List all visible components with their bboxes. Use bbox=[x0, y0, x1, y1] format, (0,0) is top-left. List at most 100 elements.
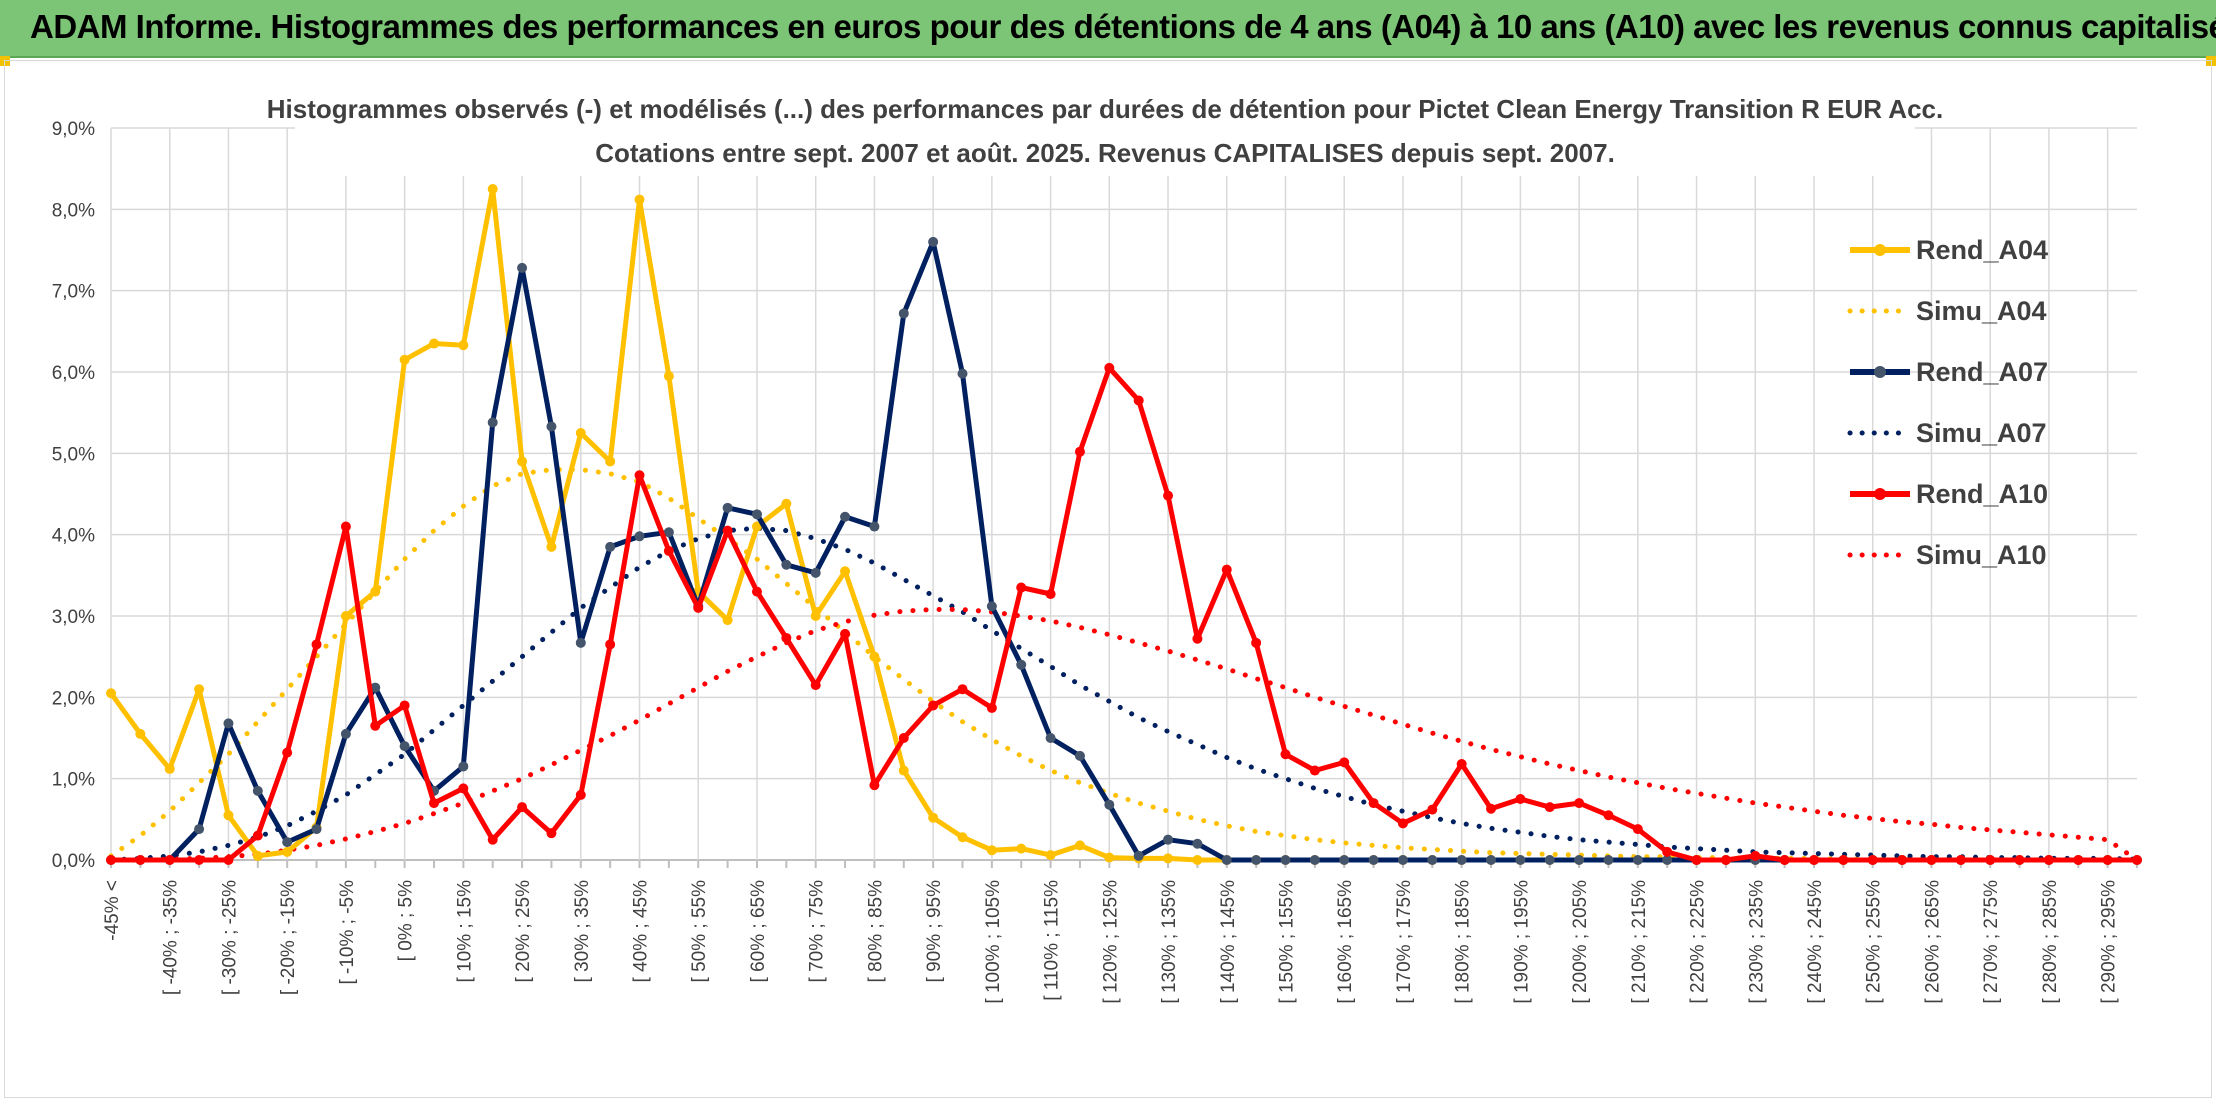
series-Rend_A10 bbox=[106, 362, 2142, 865]
data-point bbox=[1163, 853, 1174, 864]
data-point bbox=[898, 733, 909, 743]
data-point bbox=[1339, 855, 1350, 865]
legend-marker bbox=[1874, 244, 1886, 256]
data-point bbox=[1104, 362, 1115, 373]
data-point bbox=[1016, 582, 1027, 593]
x-tick-label: [ 40% ; 45% bbox=[631, 880, 652, 983]
data-point bbox=[722, 525, 733, 536]
data-point bbox=[1368, 855, 1379, 865]
data-point bbox=[957, 368, 968, 379]
data-point bbox=[751, 509, 762, 520]
data-point bbox=[487, 184, 498, 194]
data-point bbox=[1368, 798, 1379, 809]
data-point bbox=[252, 850, 263, 861]
data-point bbox=[1574, 855, 1585, 865]
report-banner: ADAM Informe. Histogrammes des performan… bbox=[0, 0, 2216, 58]
data-point bbox=[106, 855, 116, 865]
series-Simu_A07 bbox=[108, 525, 2140, 863]
data-point bbox=[135, 728, 146, 739]
data-point bbox=[1603, 810, 1614, 821]
y-tick-label: 1,0% bbox=[52, 770, 95, 791]
data-point bbox=[1955, 855, 1966, 865]
data-point bbox=[810, 680, 821, 691]
y-tick-label: 2,0% bbox=[52, 688, 95, 709]
x-tick-label: [ 290% ; 295% bbox=[2099, 880, 2120, 1004]
data-point bbox=[1104, 852, 1115, 863]
data-point bbox=[194, 684, 205, 695]
data-point bbox=[399, 741, 410, 752]
legend-label: Simu_A07 bbox=[1916, 418, 2047, 448]
x-tick-label: [ 30% ; 35% bbox=[572, 880, 593, 983]
x-tick-label: [ -20% ; -15% bbox=[278, 880, 299, 995]
data-point bbox=[575, 789, 586, 800]
legend-label: Rend_A04 bbox=[1916, 235, 2048, 265]
data-point bbox=[1309, 855, 1320, 865]
data-point bbox=[340, 611, 351, 621]
data-point bbox=[663, 527, 674, 538]
data-point bbox=[957, 832, 968, 843]
data-point bbox=[751, 586, 762, 597]
data-point bbox=[1045, 850, 1056, 861]
data-point bbox=[1779, 855, 1790, 865]
data-point bbox=[546, 421, 557, 432]
data-point bbox=[1427, 804, 1438, 815]
data-point bbox=[575, 637, 586, 648]
x-tick-label: [ -40% ; -35% bbox=[161, 880, 182, 995]
legend-marker bbox=[1874, 366, 1886, 378]
data-point bbox=[252, 785, 263, 796]
x-tick-label: [ 210% ; 215% bbox=[1629, 880, 1650, 1004]
data-point bbox=[1632, 855, 1643, 865]
series-Rend_A07 bbox=[106, 236, 2142, 865]
data-point bbox=[1691, 855, 1702, 865]
data-point bbox=[693, 602, 704, 613]
data-point bbox=[370, 586, 381, 597]
data-point bbox=[1221, 855, 1232, 865]
series-Rend_A04 bbox=[106, 184, 2142, 865]
data-point bbox=[1074, 840, 1085, 851]
data-point bbox=[810, 611, 821, 621]
x-tick-label: [ 250% ; 255% bbox=[1864, 880, 1885, 1004]
data-point bbox=[751, 521, 762, 532]
data-point bbox=[2014, 855, 2025, 865]
data-point bbox=[722, 502, 733, 513]
x-tick-label: [ 140% ; 145% bbox=[1218, 880, 1239, 1004]
data-point bbox=[869, 780, 880, 791]
data-point bbox=[546, 828, 557, 839]
data-point bbox=[634, 470, 645, 481]
data-point bbox=[458, 761, 469, 772]
data-point bbox=[986, 601, 997, 612]
series-line bbox=[108, 525, 2140, 863]
x-tick-label: [ 20% ; 25% bbox=[513, 880, 534, 983]
data-point bbox=[311, 824, 322, 835]
x-tick-label: [ 10% ; 15% bbox=[454, 880, 475, 983]
data-point bbox=[1339, 757, 1350, 768]
data-point bbox=[2102, 855, 2113, 865]
data-point bbox=[1985, 855, 1996, 865]
legend-item-Rend_A10: Rend_A10 bbox=[1850, 479, 2048, 509]
data-point bbox=[1163, 490, 1174, 501]
chart-legend: Rend_A04 Simu_A04 Rend_A07 Simu_A07 Rend_A10… bbox=[1847, 235, 2048, 570]
data-point bbox=[1603, 855, 1614, 865]
data-point bbox=[1192, 855, 1203, 865]
axis-layer: 0,0% 1,0% 2,0% 3,0% 4,0% 5,0% 6,0% 7,0% 8,0% 9,0%… bbox=[52, 119, 2138, 1004]
data-point bbox=[634, 194, 645, 205]
x-tick-label: [ 150% ; 155% bbox=[1276, 880, 1297, 1004]
y-tick-label: 6,0% bbox=[52, 363, 95, 384]
title-background bbox=[295, 84, 1915, 176]
data-point bbox=[399, 700, 410, 711]
data-point bbox=[1192, 633, 1203, 644]
data-point bbox=[223, 718, 234, 729]
data-point bbox=[311, 639, 322, 650]
data-point bbox=[840, 511, 851, 522]
data-point bbox=[252, 830, 263, 841]
y-tick-label: 5,0% bbox=[52, 444, 95, 465]
data-point bbox=[399, 354, 410, 365]
data-point bbox=[1309, 765, 1320, 776]
data-point bbox=[1544, 802, 1555, 813]
data-point bbox=[1838, 855, 1849, 865]
grid-layer bbox=[110, 127, 2137, 861]
chart-title: Histogrammes observés (-) et modélisés (… bbox=[267, 94, 1943, 124]
chart-frame bbox=[4, 60, 2212, 1098]
data-point bbox=[605, 456, 616, 467]
x-tick-label: [ 190% ; 195% bbox=[1511, 880, 1532, 1004]
